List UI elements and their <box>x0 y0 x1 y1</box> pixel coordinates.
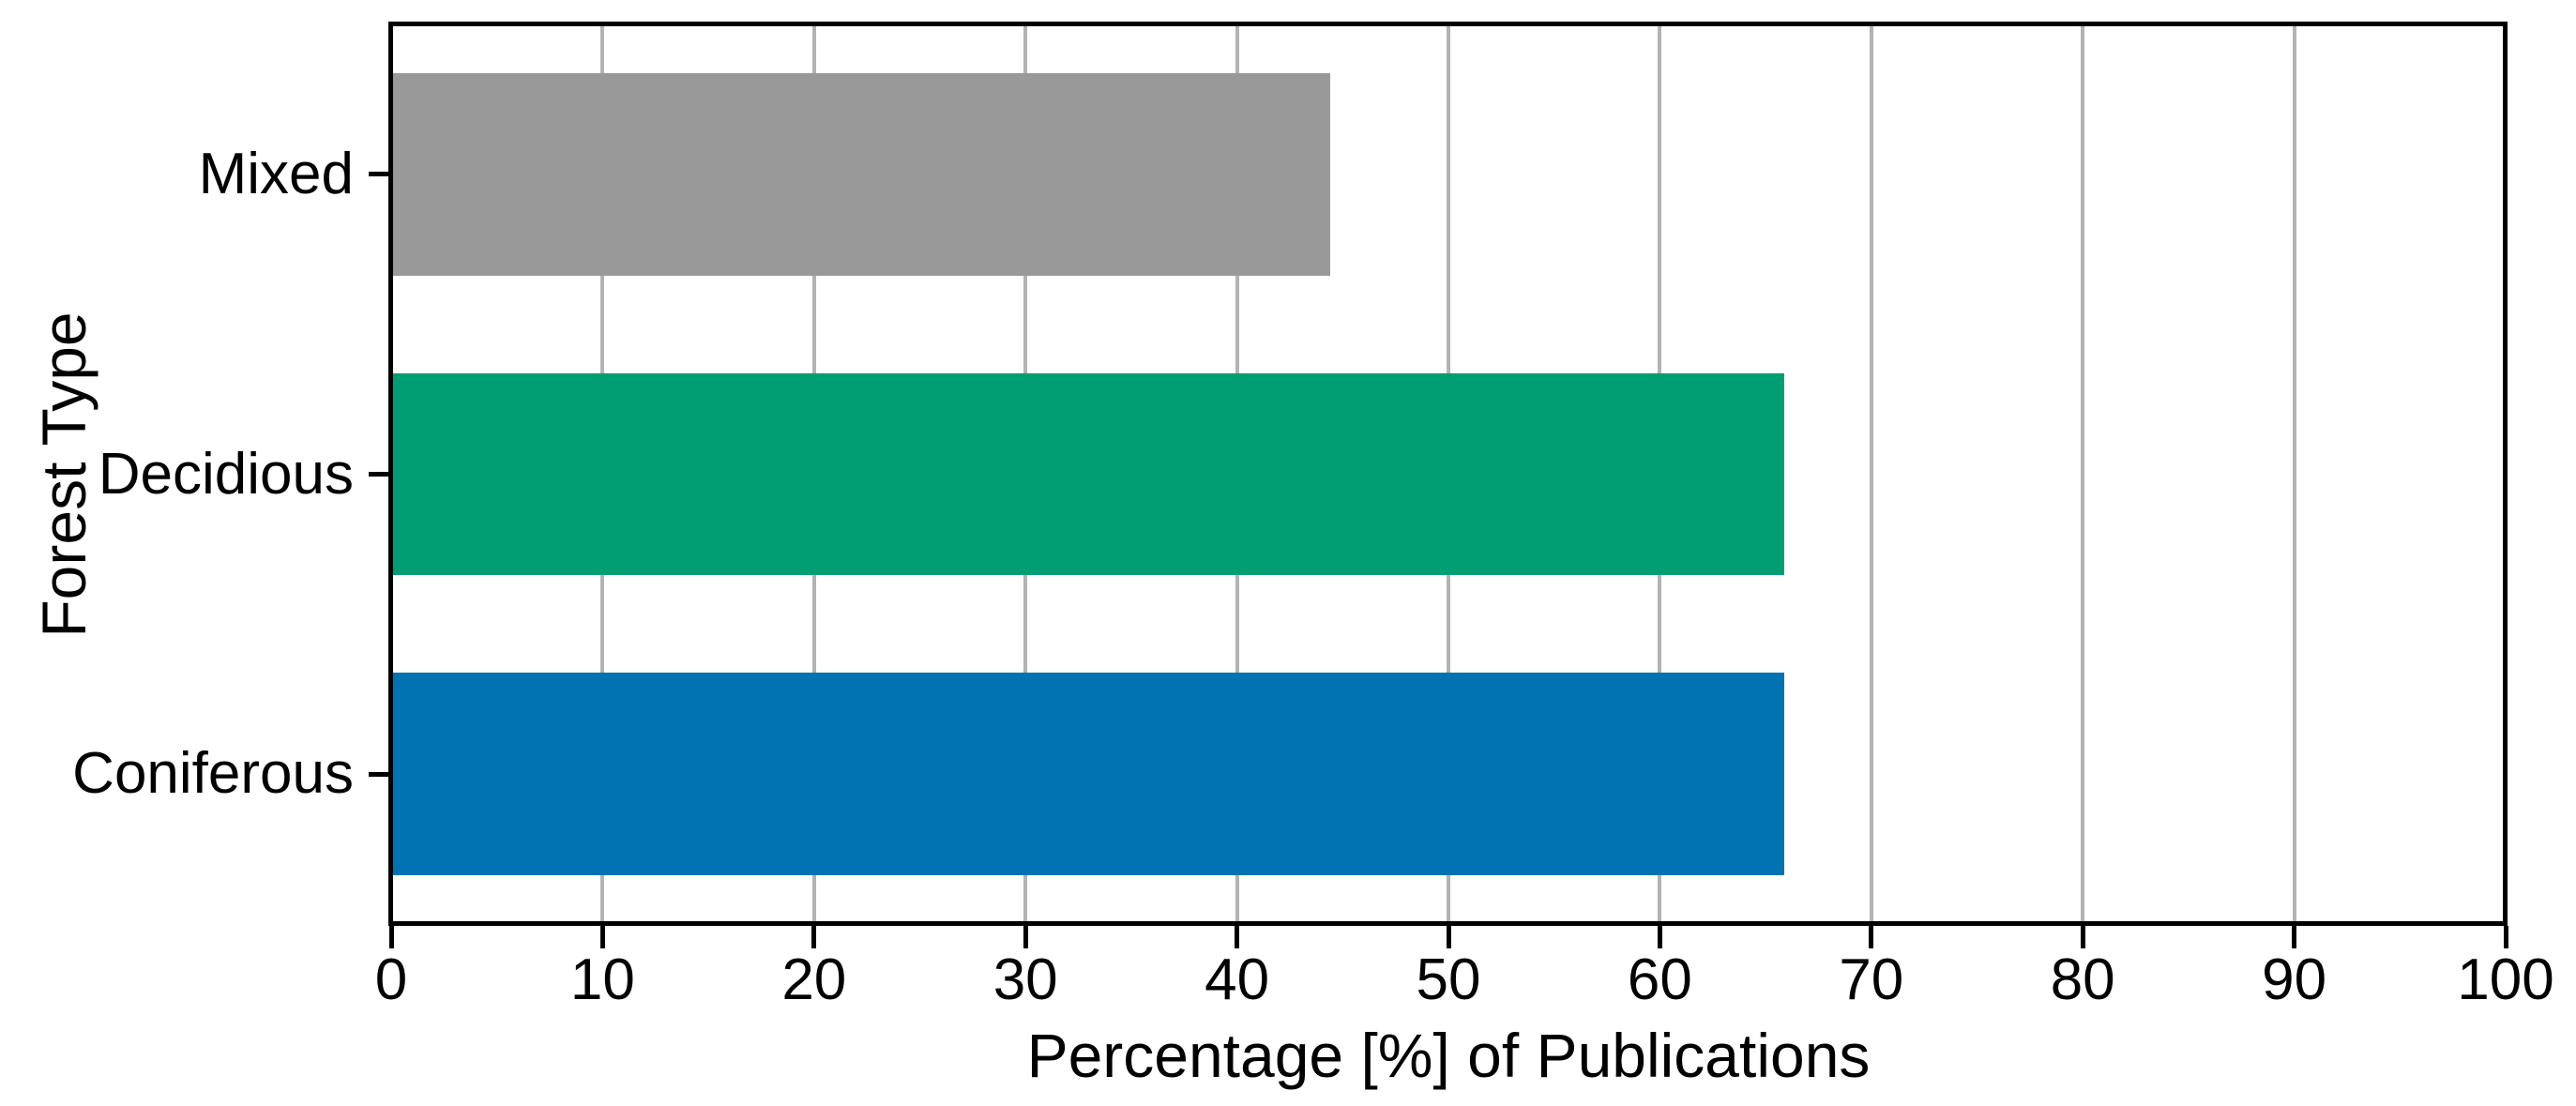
x-tick-40 <box>1235 926 1240 948</box>
category-label-coniferous: Coniferous <box>72 741 354 807</box>
bar-coniferous <box>391 673 1785 876</box>
x-tick-70 <box>1869 926 1874 948</box>
x-tick-label-90: 90 <box>2262 947 2327 1012</box>
y-tick-mixed <box>369 172 391 177</box>
x-tick-30 <box>1023 926 1028 948</box>
x-tick-label-0: 0 <box>374 947 408 1012</box>
x-tick-label-70: 70 <box>1839 947 1904 1012</box>
gridline-x-80 <box>2081 24 2085 924</box>
x-tick-label-60: 60 <box>1627 947 1692 1012</box>
x-tick-label-50: 50 <box>1416 947 1481 1012</box>
x-tick-10 <box>599 926 605 948</box>
gridline-x-90 <box>2292 24 2296 924</box>
x-tick-50 <box>1446 926 1451 948</box>
bar-mixed <box>391 72 1330 276</box>
x-tick-20 <box>811 926 817 948</box>
x-tick-0 <box>388 926 394 948</box>
y-tick-coniferous <box>369 771 391 777</box>
y-tick-decidious <box>369 472 391 477</box>
x-tick-label-80: 80 <box>2050 947 2115 1012</box>
x-tick-label-10: 10 <box>569 947 635 1012</box>
x-tick-label-40: 40 <box>1205 947 1270 1012</box>
category-label-mixed: Mixed <box>198 141 354 206</box>
x-tick-label-20: 20 <box>781 947 847 1012</box>
category-label-decidious: Decidious <box>98 441 354 507</box>
x-tick-60 <box>1657 926 1662 948</box>
x-tick-80 <box>2080 926 2085 948</box>
gridline-x-70 <box>1869 24 1873 924</box>
x-tick-label-100: 100 <box>2457 947 2554 1012</box>
bar-decidious <box>391 372 1785 576</box>
x-tick-90 <box>2292 926 2297 948</box>
x-tick-label-30: 30 <box>993 947 1058 1012</box>
plot-area <box>391 24 2506 924</box>
x-axis-title: Percentage [%] of Publications <box>1026 1021 1871 1090</box>
x-tick-100 <box>2503 926 2508 948</box>
